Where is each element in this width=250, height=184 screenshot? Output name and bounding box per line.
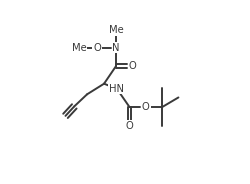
Text: O: O <box>93 43 101 53</box>
Text: N: N <box>112 43 120 53</box>
Text: Me: Me <box>109 25 124 35</box>
Text: O: O <box>126 121 134 131</box>
Text: O: O <box>128 61 136 71</box>
Text: HN: HN <box>109 84 124 94</box>
Text: Me: Me <box>72 43 86 53</box>
Text: O: O <box>142 102 150 112</box>
